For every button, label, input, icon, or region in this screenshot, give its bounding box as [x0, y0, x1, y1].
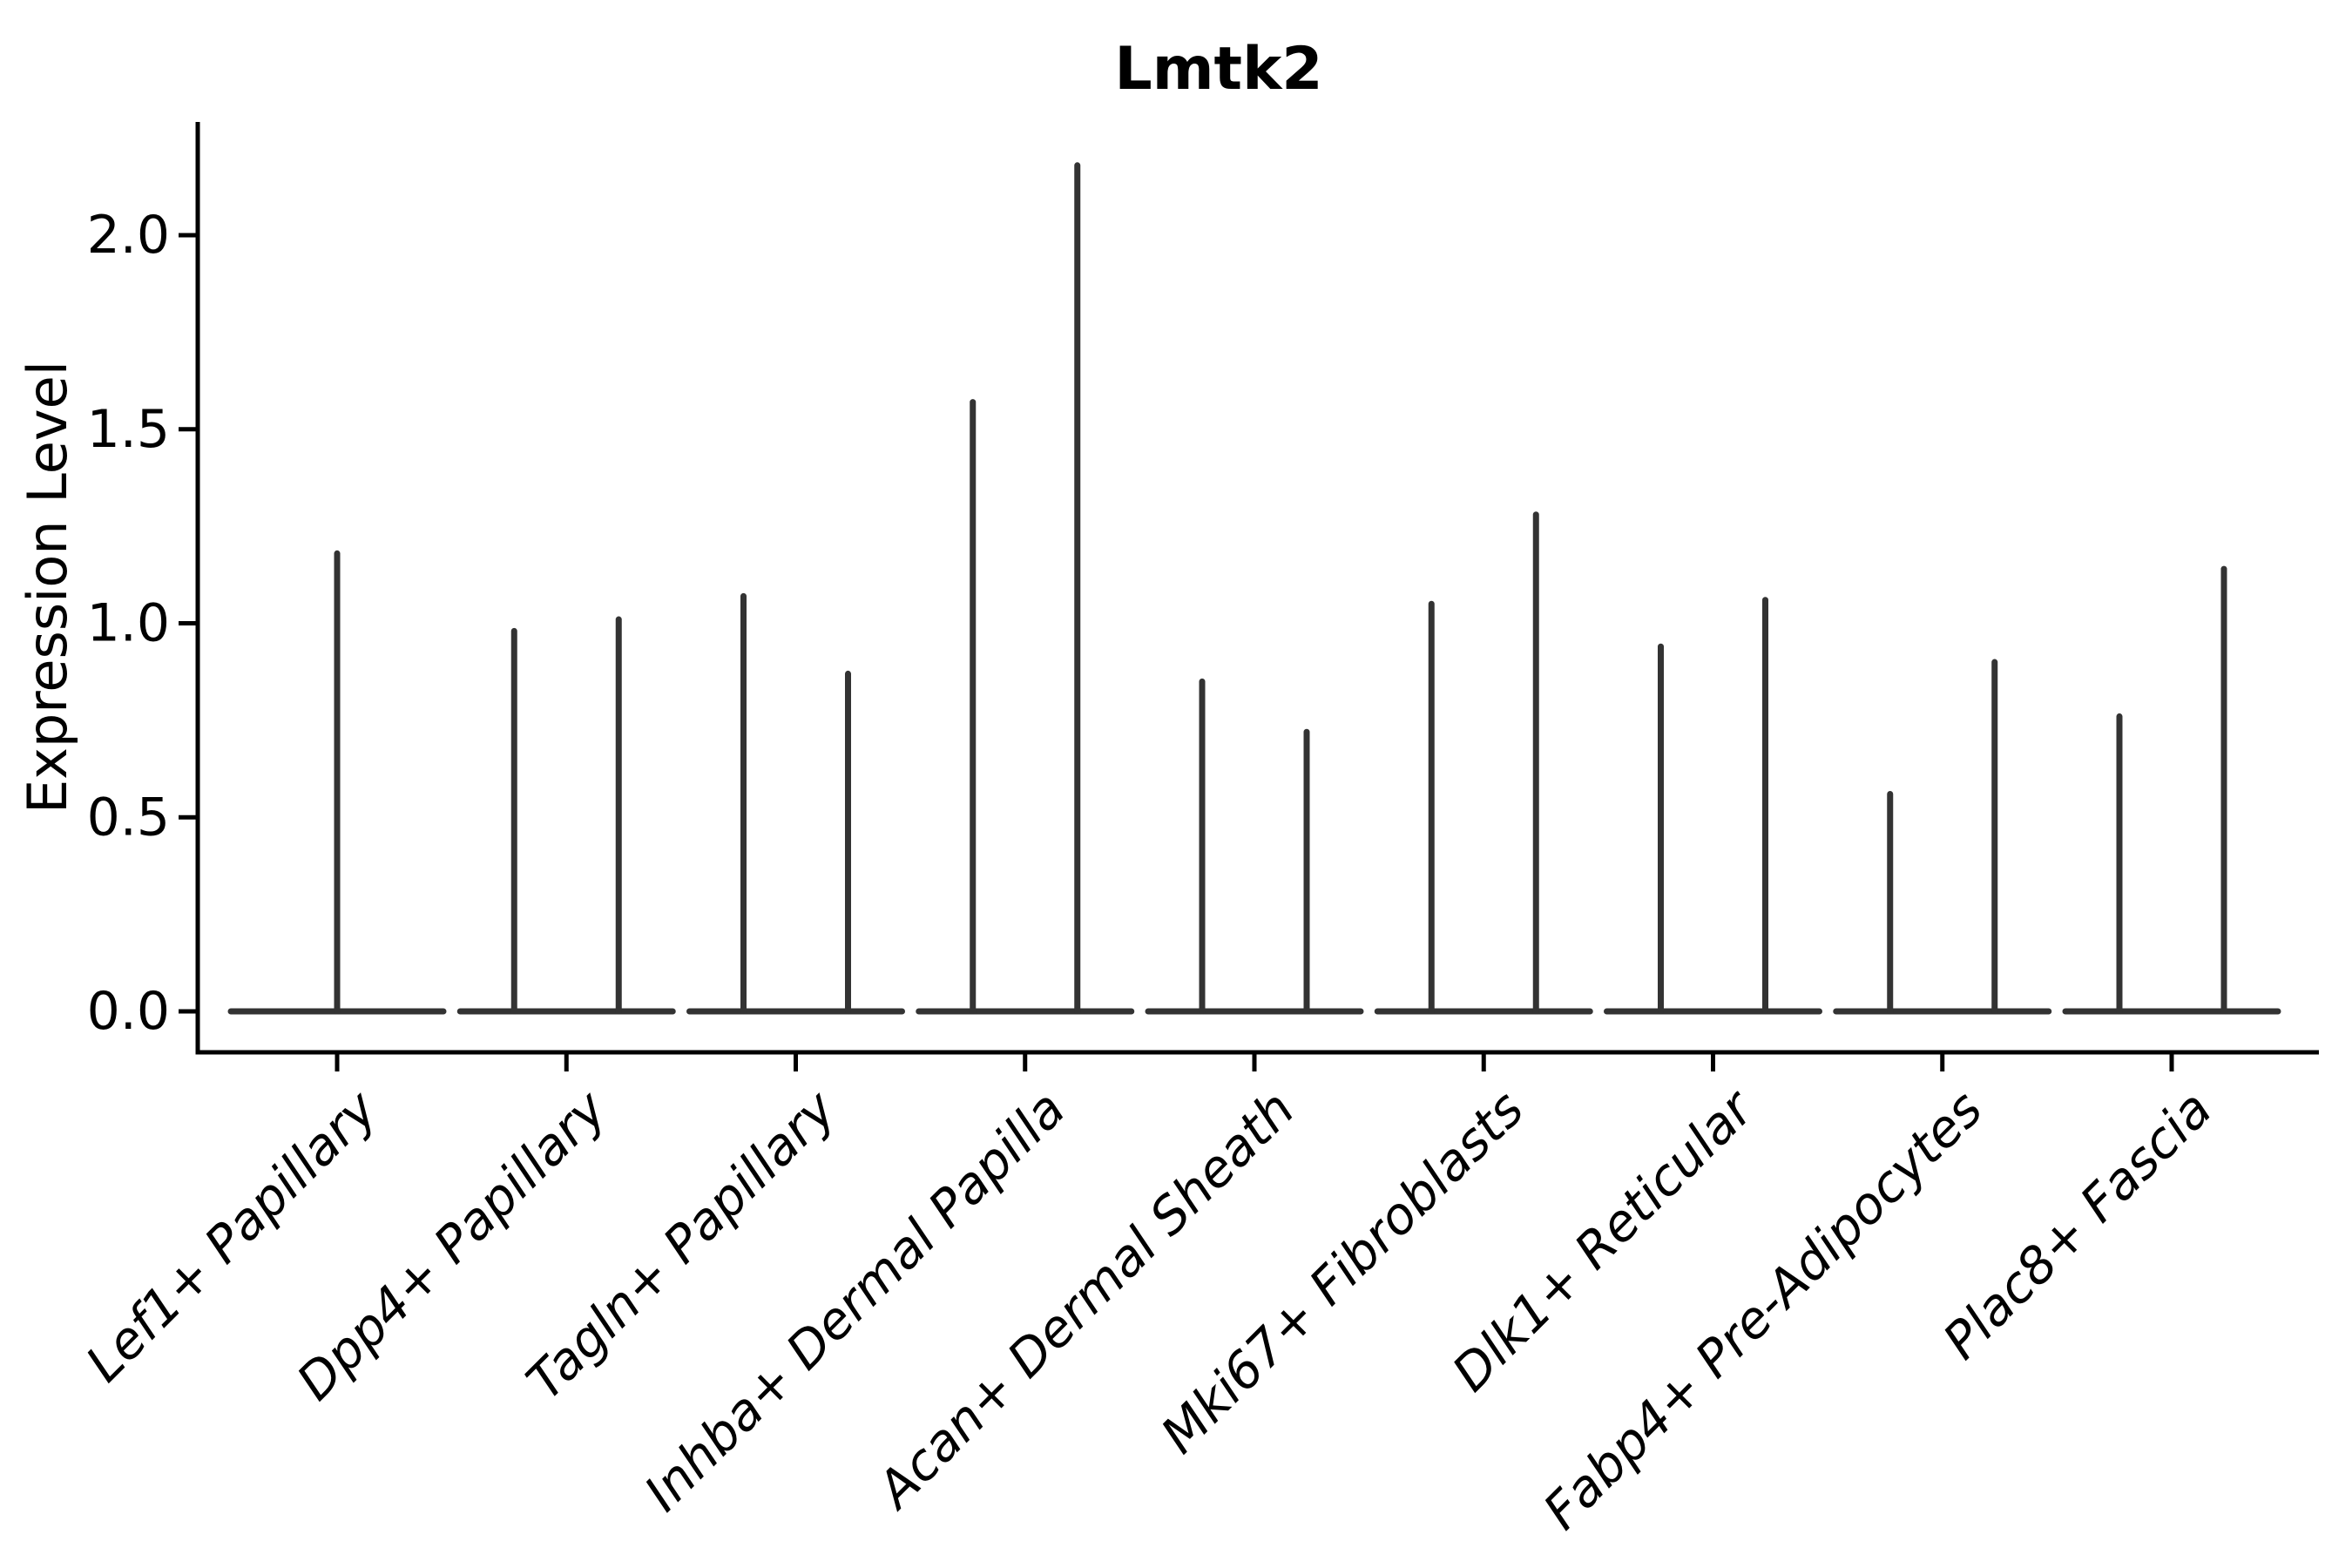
violin-1 — [227, 550, 447, 1015]
y-tick-label: 2.0 — [87, 205, 170, 266]
violin-2 — [456, 616, 676, 1015]
axes — [179, 122, 2319, 1071]
chart-title: Lmtk2 — [1114, 35, 1322, 104]
x-tick-label: Fabp4+ Pre-Adipocytes — [1532, 1079, 1994, 1541]
y-tick-label: 1.0 — [87, 593, 170, 654]
violin-3 — [686, 592, 905, 1015]
y-tick-label: 0.5 — [87, 787, 170, 848]
violin-8 — [1833, 659, 2052, 1015]
violin-9 — [2062, 565, 2281, 1015]
violin-5 — [1145, 678, 1364, 1015]
violin-4 — [916, 162, 1135, 1015]
x-tick-label: Acan+ Dermal Sheath — [863, 1079, 1306, 1522]
x-tick-label: Inhba+ Dermal Papilla — [633, 1079, 1077, 1523]
violins — [227, 162, 2281, 1015]
y-axis-label: Expression Level — [16, 361, 79, 814]
violin-7 — [1604, 597, 1822, 1015]
y-tick-label: 0.0 — [87, 981, 170, 1042]
y-tick-labels: 0.0 0.5 1.0 1.5 2.0 — [87, 205, 170, 1042]
y-tick-label: 1.5 — [87, 399, 170, 460]
violin-6 — [1374, 511, 1593, 1015]
